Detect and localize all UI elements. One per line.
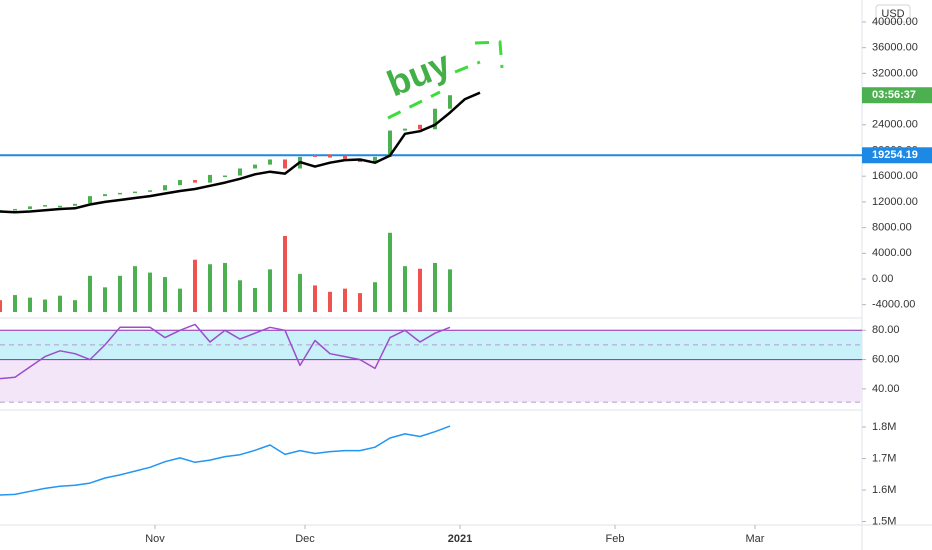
candle-body	[238, 168, 242, 176]
volume-bar	[253, 287, 257, 312]
annotation: buy	[381, 42, 456, 104]
x-tick-label: 2021	[448, 533, 472, 545]
y-tick-label: 80.00	[872, 324, 900, 336]
volume-bar	[283, 235, 287, 312]
volume-bar	[343, 288, 347, 312]
candle-body	[73, 203, 77, 206]
volume-bar	[403, 266, 407, 312]
candle-body	[283, 159, 287, 169]
volume-bar	[373, 282, 377, 312]
volume-bar	[268, 269, 272, 312]
volume-bar	[28, 297, 32, 312]
countdown-box	[862, 87, 932, 104]
candle-body	[433, 108, 437, 130]
y-tick-label: 8000.00	[872, 222, 912, 234]
candle-body	[328, 154, 332, 158]
candle-body	[208, 174, 212, 183]
candle-body	[403, 128, 407, 131]
dashed-stroke	[387, 90, 441, 120]
candle-body	[43, 205, 47, 207]
candle-body	[58, 205, 62, 208]
volume-bar	[148, 272, 152, 312]
volume-bar	[133, 266, 137, 312]
x-tick-label: Feb	[606, 533, 625, 545]
dashed-stroke	[454, 60, 481, 74]
candle-body	[388, 130, 392, 157]
candle-body	[28, 206, 32, 209]
volume-bar	[88, 275, 92, 312]
volume-bar	[358, 293, 362, 312]
candle-body	[133, 191, 137, 194]
candle-body	[148, 190, 152, 192]
drawing	[387, 40, 504, 120]
band	[0, 359, 862, 403]
volume-bar	[298, 273, 302, 312]
x-tick-label: Mar	[746, 533, 765, 545]
candle-body	[13, 208, 17, 211]
y-tick-label: 0.00	[872, 273, 893, 285]
volume-bar	[328, 291, 332, 312]
dashed-stroke	[474, 40, 504, 69]
candle-body	[178, 180, 182, 186]
candle-body	[448, 95, 452, 109]
y-tick-label: 1.5M	[872, 515, 896, 527]
y-tick-label: 1.8M	[872, 421, 896, 433]
candle-body	[253, 164, 257, 169]
price-label: 19254.19	[872, 149, 918, 161]
candle-body	[418, 124, 422, 130]
y-tick-label: 1.7M	[872, 452, 896, 464]
candle-body	[103, 194, 107, 197]
x-tick-label: Nov	[145, 533, 165, 545]
series-line	[0, 323, 451, 380]
countdown: 03:56:37	[872, 89, 916, 101]
currency[interactable]: USD	[881, 8, 904, 20]
price-label-box	[862, 147, 932, 164]
y-tick-label: 60.00	[872, 353, 900, 365]
y-tick-label: -4000.00	[872, 299, 915, 311]
volume-bar	[103, 287, 107, 312]
volume-bar	[448, 269, 452, 312]
x-tick-label: Dec	[295, 533, 315, 545]
volume-bar	[418, 268, 422, 312]
candle-body	[193, 180, 197, 183]
candle-body	[163, 185, 167, 191]
y-tick-label: 24000.00	[872, 119, 918, 131]
candle-body	[313, 154, 317, 157]
volume-bar	[13, 295, 17, 312]
volume-bar	[433, 262, 437, 312]
volume-bar	[58, 295, 62, 312]
candle-body	[88, 196, 92, 204]
volume-bar	[388, 232, 392, 312]
y-tick-label: 12000.00	[872, 196, 918, 208]
volume-bar	[223, 262, 227, 312]
currency-box[interactable]	[875, 4, 911, 23]
candle-body	[343, 155, 347, 159]
y-tick-label: 40000.00	[872, 16, 918, 28]
y-tick-label: 32000.00	[872, 67, 918, 79]
volume-bar	[163, 277, 167, 312]
volume-bar	[73, 300, 77, 312]
y-tick-label: 4000.00	[872, 247, 912, 259]
volume-bar	[118, 275, 122, 312]
candle-body	[268, 159, 272, 165]
series-line	[0, 425, 451, 496]
volume-bar	[43, 299, 47, 312]
y-tick-label: 1.6M	[872, 484, 896, 496]
volume-bar	[178, 288, 182, 312]
candle-body	[118, 192, 122, 195]
y-tick-label: 40.00	[872, 383, 900, 395]
candle-body	[373, 156, 377, 163]
volume-bar	[313, 285, 317, 312]
candle-body	[223, 175, 227, 178]
volume-bar	[238, 280, 242, 312]
volume-bar	[0, 300, 2, 312]
volume-bar	[208, 264, 212, 312]
series-line	[0, 91, 481, 214]
volume-bar	[193, 259, 197, 312]
y-tick-label: 36000.00	[872, 42, 918, 54]
y-tick-label: 16000.00	[872, 170, 918, 182]
